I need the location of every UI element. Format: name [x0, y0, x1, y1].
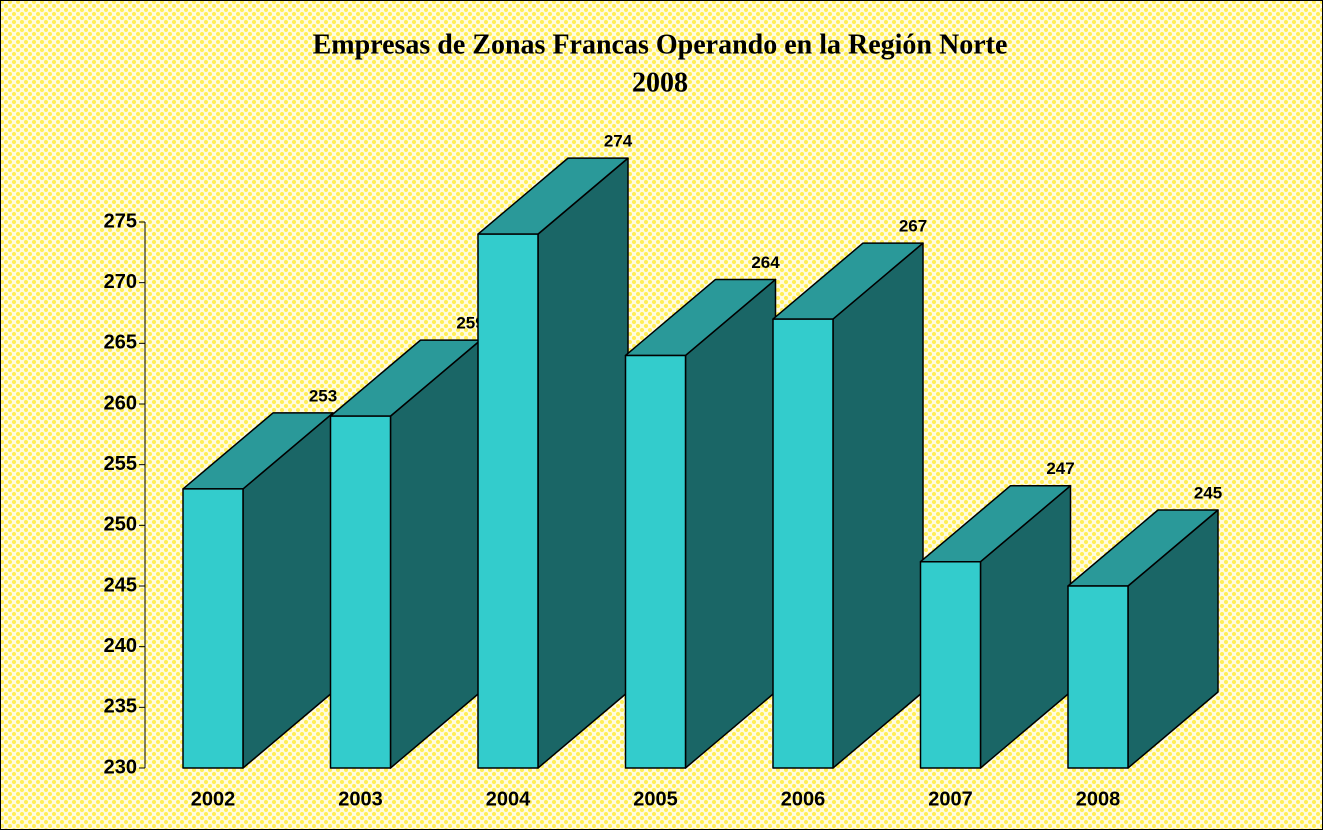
value-label: 245: [1194, 483, 1222, 502]
value-label: 267: [899, 217, 927, 236]
chart-title: Empresas de Zonas Francas Operando en la…: [313, 29, 1008, 60]
bar: [329, 415, 392, 769]
chart-subtitle: 2008: [632, 67, 688, 98]
y-tick-label: 255: [104, 453, 137, 475]
bar: [182, 488, 244, 769]
value-label: 247: [1046, 459, 1074, 478]
y-tick-label: 270: [104, 271, 137, 293]
bar-side: [684, 278, 777, 769]
y-tick-label: 235: [104, 696, 137, 718]
y-tick-label: 230: [104, 756, 137, 778]
y-tick-label: 275: [104, 210, 137, 232]
bar: [919, 560, 982, 769]
bar-side: [832, 242, 924, 769]
bar: [477, 233, 539, 769]
bar: [772, 318, 834, 769]
x-tick-label: 2006: [781, 788, 826, 810]
bar-side: [537, 157, 629, 769]
x-tick-label: 2008: [1076, 788, 1121, 810]
x-tick-label: 2004: [486, 788, 531, 810]
y-tick-label: 260: [104, 392, 137, 414]
value-label: 274: [604, 132, 633, 151]
bar: [1067, 585, 1129, 769]
value-label: 264: [751, 253, 780, 272]
y-tick-label: 265: [104, 332, 137, 354]
x-tick-label: 2007: [928, 788, 973, 810]
value-label: 253: [309, 386, 337, 405]
y-tick-label: 240: [104, 635, 137, 657]
bar: [624, 354, 687, 769]
x-tick-label: 2005: [633, 788, 678, 810]
x-tick-label: 2003: [338, 788, 383, 810]
y-tick-label: 250: [104, 514, 137, 536]
y-tick-label: 245: [104, 574, 137, 596]
x-tick-label: 2002: [191, 788, 236, 810]
